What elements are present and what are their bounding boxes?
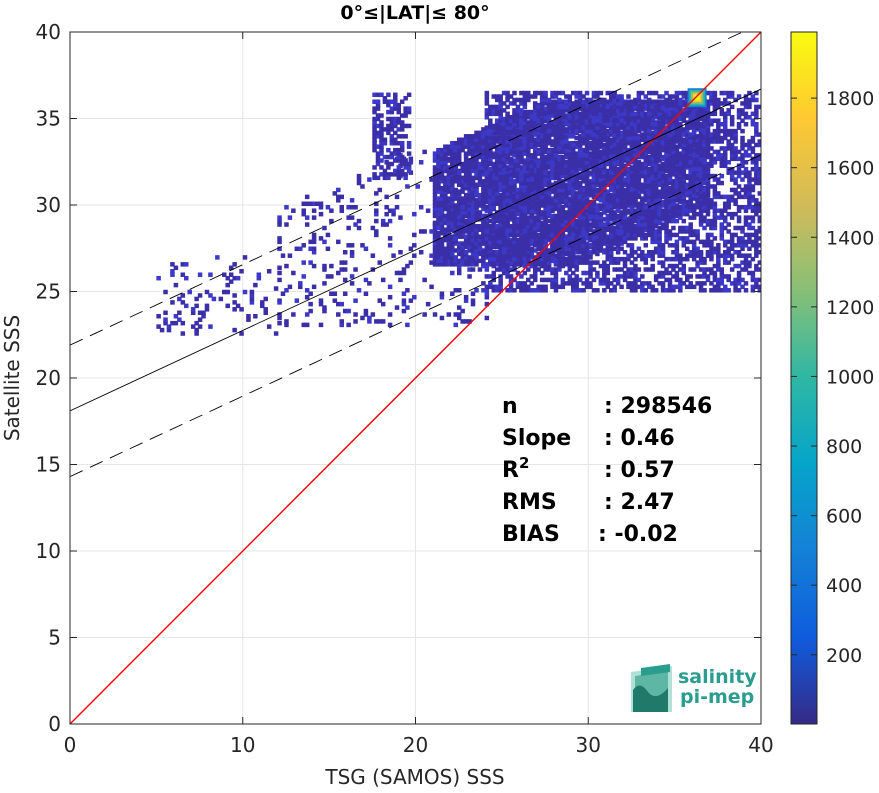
density-cell <box>671 226 676 231</box>
density-cell <box>623 215 628 220</box>
density-cell <box>619 119 624 124</box>
density-cell <box>616 236 621 241</box>
density-cell <box>547 191 552 196</box>
density-cell <box>561 150 566 155</box>
density-cell <box>682 219 687 224</box>
density-cell <box>647 184 652 189</box>
density-cell <box>619 94 624 99</box>
density-cell <box>647 136 652 141</box>
density-cell <box>654 288 659 293</box>
density-cell <box>695 229 700 234</box>
density-cell <box>606 205 611 210</box>
density-cell <box>505 222 510 227</box>
density-cell <box>543 285 548 290</box>
density-cell <box>526 122 531 127</box>
density-cell <box>688 160 693 165</box>
density-cell <box>637 267 642 272</box>
density-cell <box>543 91 548 96</box>
density-cell <box>702 288 707 293</box>
density-cell <box>492 153 497 158</box>
density-scatter <box>156 88 762 336</box>
density-cell <box>685 191 690 196</box>
density-cell <box>519 170 524 175</box>
density-cell <box>557 98 562 103</box>
density-cell <box>688 222 693 227</box>
density-cell <box>512 264 517 269</box>
density-cell <box>692 136 697 141</box>
density-cell <box>540 163 545 168</box>
density-cell <box>688 198 693 203</box>
density-cell <box>702 160 707 165</box>
density-cell <box>533 132 538 137</box>
density-cell <box>561 233 566 238</box>
density-cell <box>588 143 593 148</box>
density-cell <box>592 202 597 207</box>
density-cell <box>561 240 566 245</box>
density-cell <box>640 274 645 279</box>
density-cell <box>509 181 514 186</box>
density-cell <box>547 181 552 186</box>
density-cell <box>602 98 607 103</box>
density-cell <box>505 174 510 179</box>
density-cell <box>647 98 652 103</box>
density-cell <box>637 160 642 165</box>
density-cell <box>654 184 659 189</box>
density-cell <box>512 91 517 96</box>
density-cell <box>688 274 693 279</box>
density-cell <box>599 91 604 96</box>
density-cell <box>526 253 531 258</box>
density-cell <box>602 229 607 234</box>
density-cell <box>488 119 493 124</box>
density-cell <box>519 219 524 224</box>
density-cell <box>502 236 507 241</box>
density-cell <box>498 195 503 200</box>
density-cell <box>630 243 635 248</box>
density-cell <box>616 143 621 148</box>
density-cell <box>543 198 548 203</box>
density-cell <box>595 288 600 293</box>
density-cell <box>637 195 642 200</box>
density-cell <box>637 202 642 207</box>
density-cell <box>699 250 704 255</box>
density-cell <box>578 181 583 186</box>
density-cell <box>571 143 576 148</box>
density-cell <box>599 150 604 155</box>
density-cell <box>626 94 631 99</box>
density-cell <box>644 243 649 248</box>
density-cell <box>585 112 590 117</box>
density-cell <box>585 91 590 96</box>
density-cell <box>547 115 552 120</box>
density-cell <box>650 264 655 269</box>
density-cell <box>595 271 600 276</box>
density-cell <box>530 177 535 182</box>
density-cell <box>682 264 687 269</box>
density-cell <box>619 285 624 290</box>
density-cell <box>485 91 490 96</box>
density-cell <box>606 195 611 200</box>
density-cell <box>581 105 586 110</box>
density-cell <box>640 105 645 110</box>
